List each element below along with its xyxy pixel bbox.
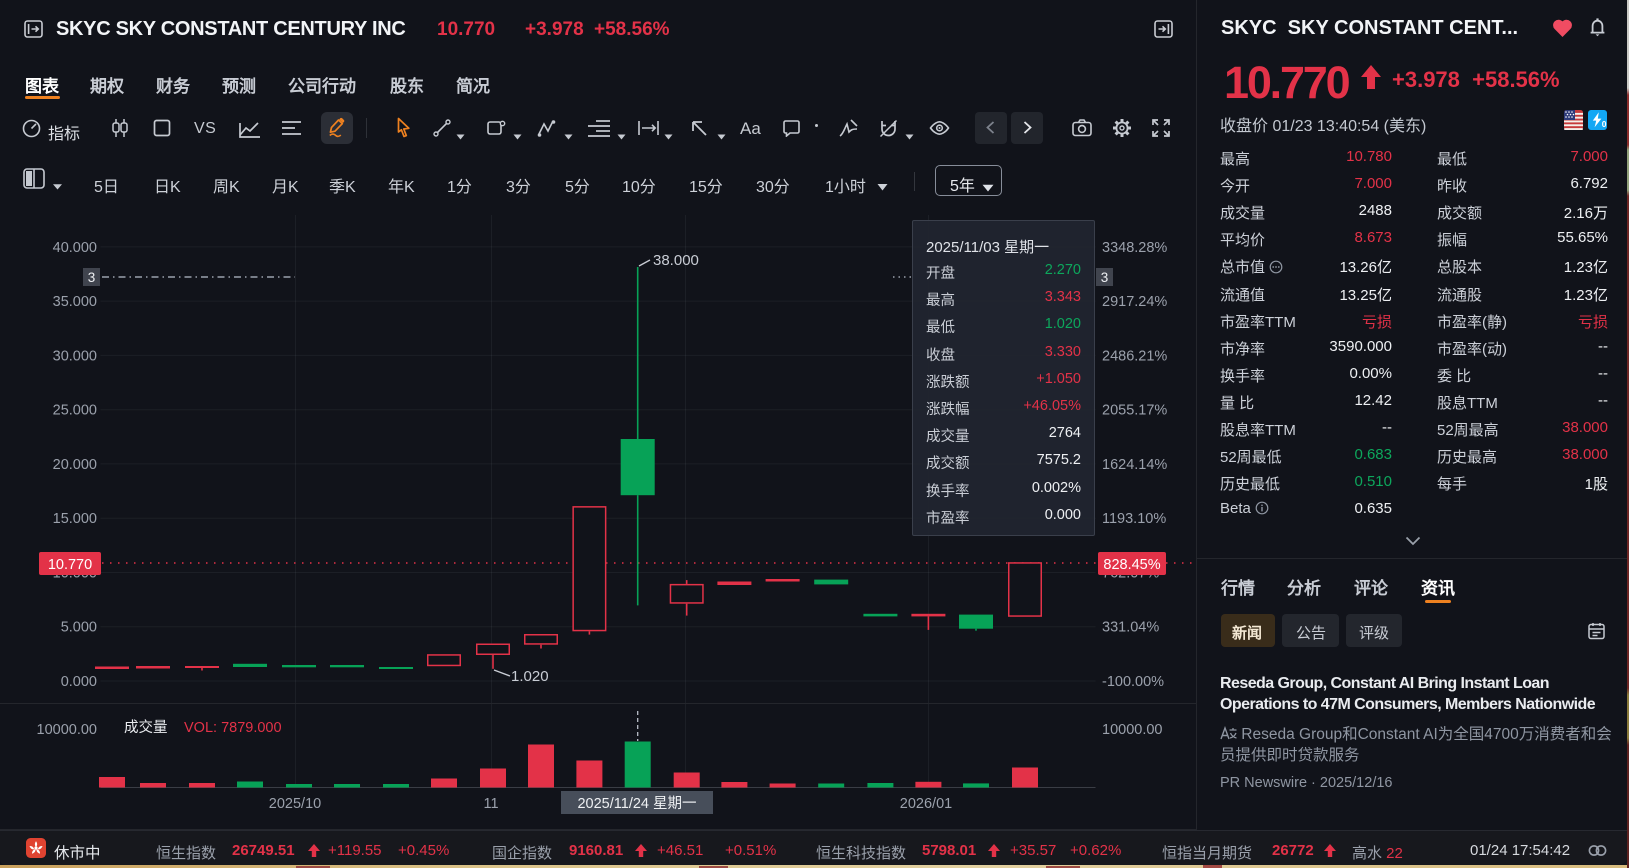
svg-text:2025/10: 2025/10 [269, 796, 321, 812]
svg-text:成交量: 成交量 [124, 718, 168, 736]
svg-text:35.000: 35.000 [53, 294, 97, 310]
svg-text:1.020: 1.020 [511, 668, 549, 685]
svg-text:38.000: 38.000 [653, 252, 699, 269]
svg-text:3: 3 [1101, 270, 1109, 285]
svg-text:0: 0 [1602, 119, 1607, 129]
svg-text:-100.00%: -100.00% [1102, 674, 1164, 690]
svg-text:40.000: 40.000 [53, 240, 97, 256]
svg-text:15.000: 15.000 [53, 511, 97, 527]
svg-text:1193.10%: 1193.10% [1102, 511, 1166, 527]
svg-text:828.45%: 828.45% [1103, 557, 1160, 573]
svg-text:2486.21%: 2486.21% [1102, 348, 1167, 364]
svg-text:10000.00: 10000.00 [1102, 722, 1162, 738]
svg-text:2917.24%: 2917.24% [1102, 294, 1167, 310]
svg-text:25.000: 25.000 [53, 403, 97, 419]
svg-text:20.000: 20.000 [53, 457, 97, 473]
svg-text:3: 3 [88, 270, 96, 285]
svg-text:5.000: 5.000 [61, 620, 97, 636]
svg-text:2025/11/24 星期一: 2025/11/24 星期一 [577, 795, 696, 812]
svg-text:1624.14%: 1624.14% [1102, 457, 1167, 473]
svg-text:10.770: 10.770 [48, 557, 92, 573]
svg-text:11: 11 [483, 796, 498, 812]
svg-text:331.04%: 331.04% [1102, 620, 1159, 636]
svg-text:30.000: 30.000 [53, 348, 97, 364]
svg-text:10000.00: 10000.00 [37, 722, 97, 738]
svg-text:2026/01: 2026/01 [900, 796, 952, 812]
svg-text:3348.28%: 3348.28% [1102, 240, 1167, 256]
svg-text:VOL: 7879.000: VOL: 7879.000 [184, 720, 282, 736]
svg-text:0.000: 0.000 [61, 674, 97, 690]
svg-text:2055.17%: 2055.17% [1102, 403, 1167, 419]
